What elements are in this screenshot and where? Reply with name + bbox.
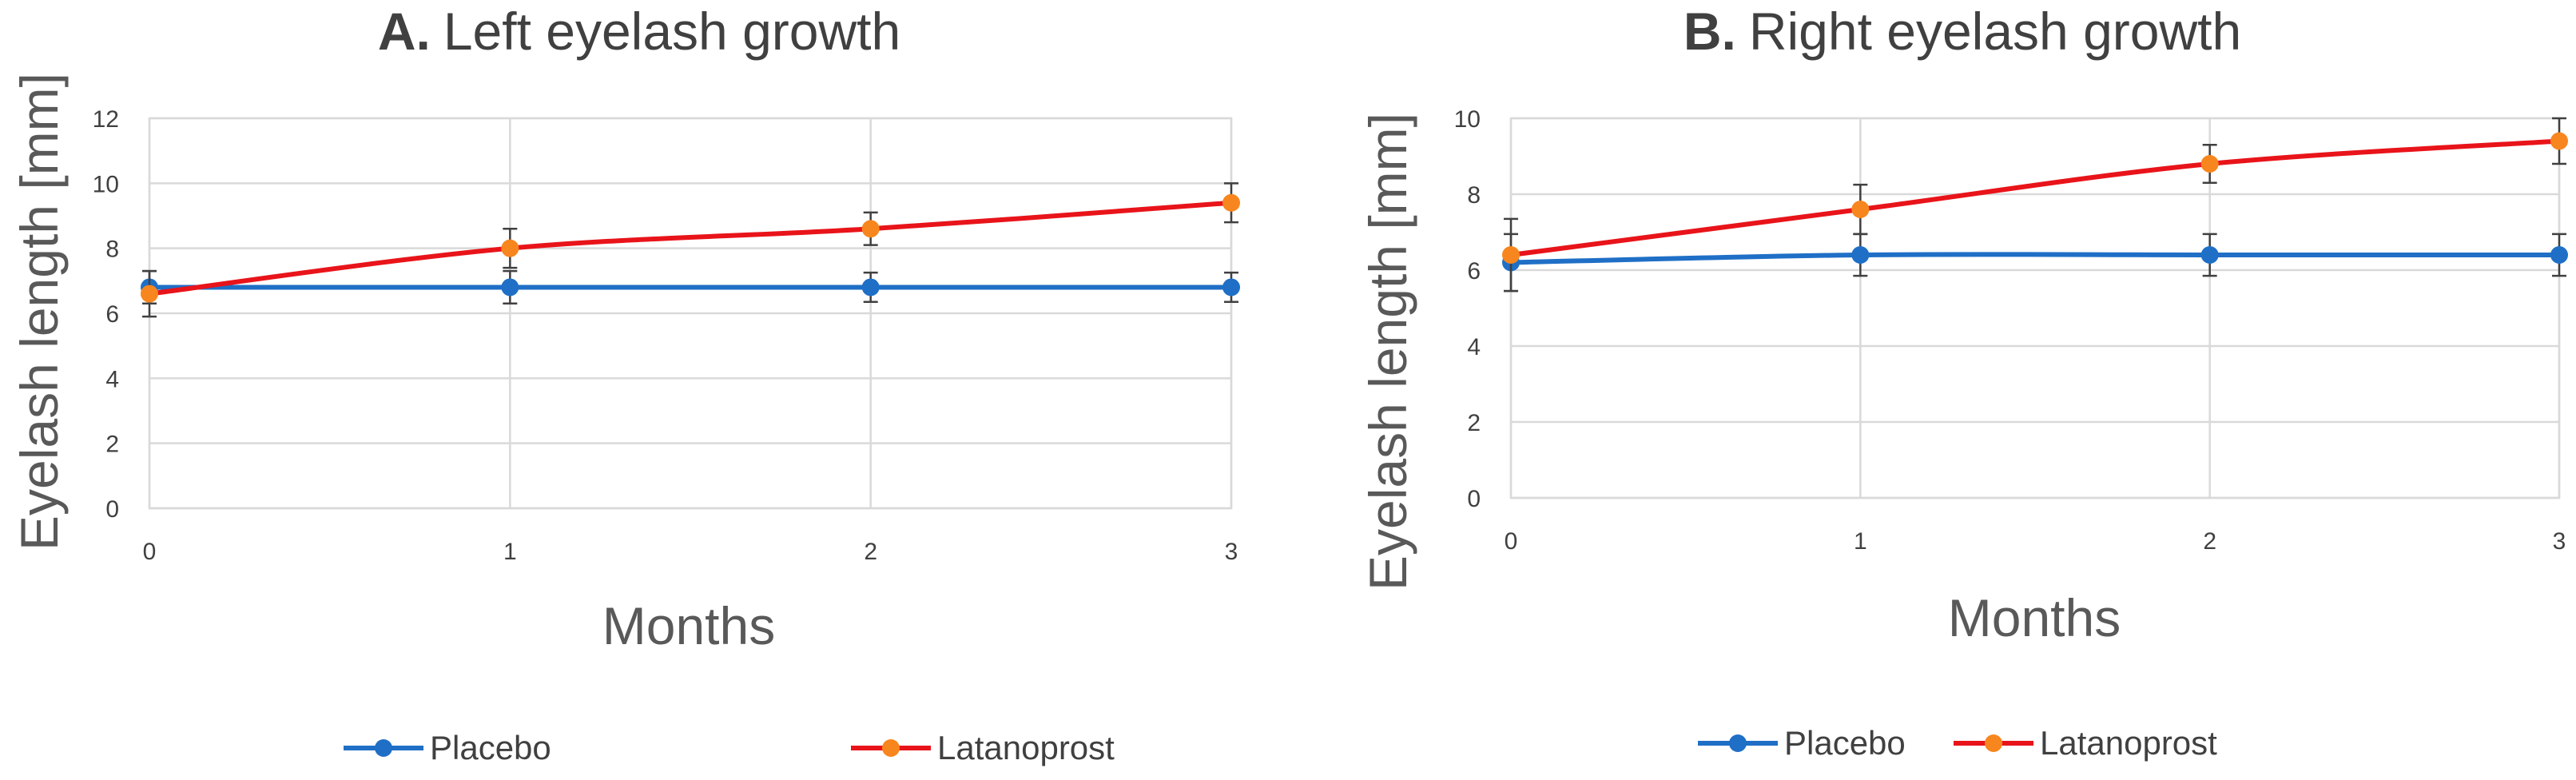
- y-tick-label: 10: [93, 171, 119, 197]
- gridlines: [148, 117, 1233, 510]
- chart-title-prefix: B.: [1684, 2, 1736, 61]
- chart-panel-right: B. Right eyelash growth 0 2 4 6 8 10 0 1 2 3 Mont…: [1358, 2, 2568, 762]
- legend-entry-placebo: Placebo: [1698, 724, 1906, 762]
- y-tick-label: 2: [105, 432, 119, 458]
- chart-title-text: Right eyelash growth: [1749, 2, 2241, 61]
- y-tick-label: 10: [1454, 106, 1481, 133]
- series-layer: [1502, 117, 2568, 292]
- y-tick-label: 4: [105, 366, 119, 392]
- x-tick-label: 1: [503, 539, 517, 565]
- legend-marker-swatch: [375, 739, 392, 757]
- data-point-placebo: [2200, 246, 2219, 264]
- data-point-placebo: [501, 278, 519, 296]
- gridlines: [1509, 117, 2561, 499]
- legend-label: Placebo: [430, 729, 551, 766]
- data-point-latanoprost: [141, 285, 158, 303]
- x-tick-labels: 0 1 2 3: [1505, 528, 2566, 555]
- series-line-latanoprost: [1510, 138, 2560, 257]
- legend-marker-swatch: [1985, 734, 2002, 752]
- legend-label: Latanoprost: [937, 729, 1115, 766]
- y-tick-label: 2: [1467, 410, 1481, 436]
- chart-title: A. Left eyelash growth: [378, 2, 900, 61]
- y-tick-label: 8: [1467, 182, 1481, 209]
- x-tick-label: 3: [2553, 528, 2566, 555]
- data-point-placebo: [2550, 246, 2568, 264]
- y-tick-labels: 0 2 4 6 8 10 12: [93, 106, 119, 523]
- data-point-placebo: [1222, 278, 1240, 296]
- data-point-latanoprost: [861, 220, 880, 238]
- x-tick-label: 3: [1225, 539, 1238, 565]
- data-point-latanoprost: [1222, 193, 1240, 212]
- legend-marker-swatch: [882, 739, 900, 757]
- legend-entry-latanoprost: Latanoprost: [851, 729, 1115, 766]
- x-tick-label: 0: [143, 539, 157, 565]
- data-point-placebo: [1851, 246, 1870, 264]
- legend-marker-swatch: [1729, 734, 1747, 752]
- x-tick-label: 2: [864, 539, 877, 565]
- y-tick-label: 12: [93, 106, 119, 133]
- y-tick-label: 6: [1467, 258, 1481, 285]
- y-tick-label: 0: [1467, 486, 1481, 512]
- y-tick-labels: 0 2 4 6 8 10: [1454, 106, 1481, 512]
- legend: Placebo Latanoprost: [344, 729, 1115, 766]
- legend-label: Latanoprost: [2040, 724, 2217, 762]
- data-point-latanoprost: [2200, 155, 2219, 173]
- y-axis-title: Eyelash length [mm]: [10, 73, 69, 551]
- y-tick-label: 6: [105, 301, 119, 328]
- y-tick-label: 8: [105, 237, 119, 263]
- y-axis-title: Eyelash length [mm]: [1358, 113, 1417, 591]
- legend-entry-latanoprost: Latanoprost: [1954, 724, 2217, 762]
- x-axis-title: Months: [1948, 588, 2121, 647]
- chart-title-text: Left eyelash growth: [443, 2, 900, 61]
- x-tick-label: 0: [1505, 528, 1518, 555]
- chart-title: B. Right eyelash growth: [1684, 2, 2241, 61]
- data-point-latanoprost: [1851, 201, 1870, 218]
- data-point-placebo: [861, 278, 880, 296]
- legend: Placebo Latanoprost: [1698, 724, 2217, 762]
- plot-frame: [1509, 117, 2561, 499]
- y-tick-label: 4: [1467, 334, 1481, 360]
- x-tick-label: 1: [1854, 528, 1867, 555]
- series-layer: [141, 182, 1240, 318]
- series-line-latanoprost: [149, 200, 1232, 296]
- data-point-latanoprost: [1502, 246, 1520, 264]
- x-axis-title: Months: [602, 596, 775, 655]
- data-point-latanoprost: [501, 239, 519, 257]
- series-line-placebo: [1510, 252, 2559, 265]
- data-point-latanoprost: [2550, 132, 2568, 150]
- legend-label: Placebo: [1784, 724, 1906, 762]
- y-tick-label: 0: [105, 496, 119, 523]
- legend-entry-placebo: Placebo: [344, 729, 551, 766]
- x-tick-labels: 0 1 2 3: [143, 539, 1238, 565]
- chart-title-prefix: A.: [378, 2, 431, 61]
- x-tick-label: 2: [2203, 528, 2216, 555]
